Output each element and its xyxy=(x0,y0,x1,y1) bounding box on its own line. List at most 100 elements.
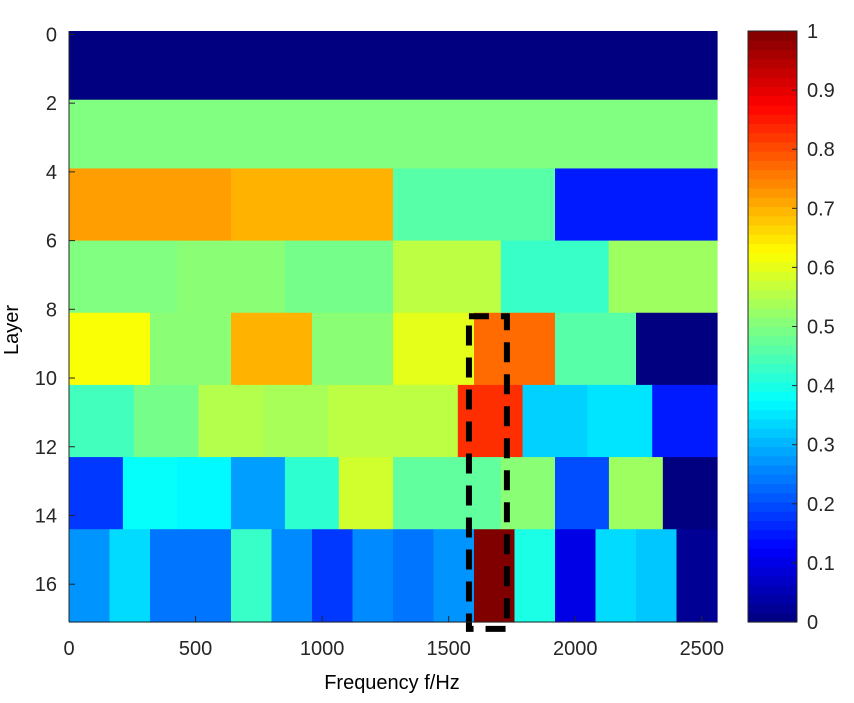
colorbar-segment xyxy=(748,529,797,540)
colorbar-segment xyxy=(748,594,797,605)
colorbar-tick-label: 0.5 xyxy=(807,317,835,339)
colorbar-segment xyxy=(748,234,797,244)
colorbar-segment xyxy=(748,280,797,291)
heatmap-cell-r2-c0 xyxy=(69,168,232,242)
heatmap-cell-r6-c11 xyxy=(662,457,718,530)
colorbar-segment xyxy=(748,492,797,503)
colorbar-segment xyxy=(748,428,797,438)
heatmap-cell-r3-c0 xyxy=(69,240,178,314)
colorbar-segment xyxy=(748,381,797,392)
heatmap-cell-r3-c5 xyxy=(608,240,718,314)
heatmap-cell-r6-c4 xyxy=(284,457,340,530)
colorbar-segment xyxy=(748,206,797,217)
y-tick-label: 4 xyxy=(46,162,57,184)
colorbar-segment xyxy=(748,575,797,586)
colorbar-segment xyxy=(748,354,797,365)
heatmap-cell-r5-c9 xyxy=(652,384,718,458)
heatmap-cell-r5-c0 xyxy=(69,384,135,458)
heatmap-cell-r4-c0 xyxy=(69,312,151,386)
heatmap-cell-r5-c3 xyxy=(263,384,329,458)
y-tick-label: 14 xyxy=(35,505,57,527)
heatmap-cell-r2-c2 xyxy=(393,168,556,242)
colorbar-segment xyxy=(748,566,797,577)
colorbar-segment xyxy=(748,178,797,189)
colorbar-segment xyxy=(748,132,797,143)
heatmap-cell-r7-c8 xyxy=(393,529,435,623)
colorbar-segment xyxy=(748,31,797,41)
colorbar-segment xyxy=(748,243,797,254)
colorbar-segment xyxy=(748,261,797,272)
x-axis: 0 500 1000 1500 2000 2500 xyxy=(63,616,724,660)
colorbar-segment xyxy=(748,372,797,383)
colorbar-segment xyxy=(748,123,797,134)
colorbar-segment xyxy=(748,49,797,60)
heatmap-cell-r7-c9 xyxy=(433,529,475,623)
x-tick-label: 1000 xyxy=(300,638,345,660)
colorbar-segment xyxy=(748,548,797,558)
colorbar-tick-label: 1 xyxy=(807,21,818,43)
heatmap-cell-r7-c11 xyxy=(514,529,556,623)
colorbar-segment xyxy=(748,363,797,374)
colorbar-segment xyxy=(748,252,797,263)
colorbar-segment xyxy=(748,465,797,475)
colorbar-tick-label: 0.3 xyxy=(807,435,835,457)
colorbar-tick-label: 0.9 xyxy=(807,80,835,102)
colorbar-segment xyxy=(748,437,797,448)
x-axis-label: Frequency f/Hz xyxy=(324,672,460,694)
heatmap-cells xyxy=(69,31,718,623)
colorbar: 0 0.1 0.2 0.3 0.4 0.5 0.6 0.7 0.8 0.9 1 xyxy=(747,21,835,634)
colorbar-segment xyxy=(748,409,797,420)
x-tick-label: 500 xyxy=(179,638,212,660)
heatmap-cell-r5-c5 xyxy=(393,384,459,458)
colorbar-segment xyxy=(748,298,797,309)
colorbar-segment xyxy=(748,418,797,429)
colorbar-segment xyxy=(748,308,797,318)
colorbar-segment xyxy=(748,169,797,180)
x-tick-label: 2500 xyxy=(680,638,725,660)
colorbar-segment xyxy=(748,67,797,78)
colorbar-segment xyxy=(748,511,797,522)
colorbar-segment xyxy=(748,455,797,466)
colorbar-segment xyxy=(748,317,797,328)
heatmap-cell-r7-c3 xyxy=(190,529,232,623)
colorbar-segment xyxy=(748,58,797,69)
heatmap-cell-r7-c1 xyxy=(109,529,151,623)
y-tick-label: 0 xyxy=(46,24,57,46)
annotation-dashed-box xyxy=(465,313,510,632)
heatmap-cell-r7-c13 xyxy=(595,529,637,623)
y-tick-label: 6 xyxy=(46,231,57,253)
colorbar-segment xyxy=(748,391,797,401)
heatmap-cell-r7-c6 xyxy=(312,529,354,623)
colorbar-segment xyxy=(748,141,797,152)
colorbar-tick-label: 0 xyxy=(807,612,818,634)
heatmap-cell-r6-c10 xyxy=(608,457,664,530)
heatmap-cell-r4-c3 xyxy=(312,312,394,386)
colorbar-segment xyxy=(748,224,797,235)
colorbar-segment xyxy=(748,520,797,531)
x-tick-label: 0 xyxy=(63,638,74,660)
colorbar-tick-label: 0.6 xyxy=(807,257,835,279)
colorbar-segment xyxy=(748,603,797,614)
colorbar-segment xyxy=(748,95,797,106)
annotations xyxy=(465,313,510,632)
heatmap-cell-r6-c3 xyxy=(231,457,286,530)
colorbar-tick-label: 0.4 xyxy=(807,376,835,398)
heatmap-cell-r2-c1 xyxy=(231,168,394,242)
heatmap-cell-r5-c8 xyxy=(587,384,653,458)
colorbar-segment xyxy=(748,483,797,494)
colorbar-segment xyxy=(748,104,797,115)
colorbar-segment xyxy=(748,40,797,51)
colorbar-segment xyxy=(748,474,797,485)
colorbar-segment xyxy=(748,538,797,549)
heatmap-cell-r7-c12 xyxy=(555,529,597,623)
heatmap-cell-r7-c4 xyxy=(231,529,273,623)
heatmap-cell-r7-c14 xyxy=(636,529,678,623)
y-axis-label: Layer xyxy=(1,305,23,355)
heatmap-cell-r6-c2 xyxy=(176,457,232,530)
y-tick-label: 8 xyxy=(46,299,57,321)
heatmap-cell-r6-c8 xyxy=(500,457,556,530)
colorbar-segment xyxy=(748,114,797,124)
heatmap-cell-r7-c0 xyxy=(69,529,111,623)
colorbar-segment xyxy=(748,86,797,97)
